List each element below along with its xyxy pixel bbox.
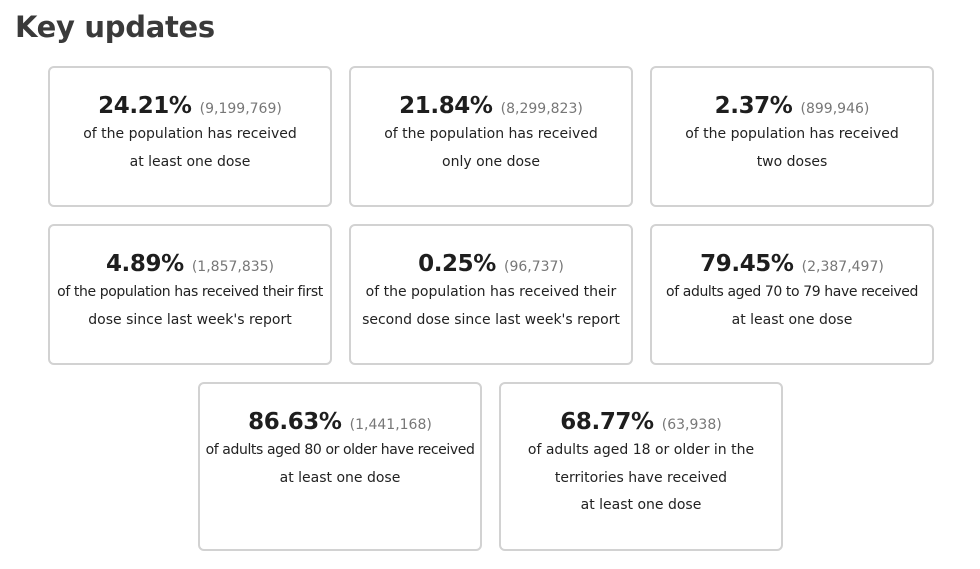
stat-headline: 86.63% (1,441,168) — [200, 407, 480, 437]
stat-percent: 86.63% — [248, 409, 342, 435]
stat-card-first-dose-weekly: 4.89% (1,857,835) of the population has … — [48, 224, 332, 365]
stat-description: of adults aged 80 or older have received — [205, 442, 475, 458]
stat-description: second dose since last week's report — [362, 311, 620, 328]
stat-percent: 21.84% — [399, 93, 493, 119]
stat-headline: 79.45% (2,387,497) — [652, 249, 932, 279]
stat-count: (2,387,497) — [801, 259, 884, 275]
stat-headline: 24.21% (9,199,769) — [50, 91, 330, 121]
stat-description: at least one dose — [580, 497, 702, 513]
stat-percent: 4.89% — [105, 251, 184, 277]
stat-description: only one dose — [442, 153, 540, 170]
stat-headline: 68.77% (63,938) — [501, 407, 781, 437]
stat-description: dose since last week's report — [88, 311, 292, 328]
stat-card-one-dose: 24.21% (9,199,769) of the population has… — [48, 66, 332, 207]
stat-description: of the population has received their — [365, 284, 617, 300]
stat-description: of the population has received — [384, 126, 598, 142]
stat-percent: 68.77% — [560, 409, 654, 435]
stat-description: territories have received — [554, 469, 728, 486]
stat-count: (1,857,835) — [191, 259, 275, 275]
stat-description: at least one dose — [279, 469, 401, 486]
stat-count: (9,199,769) — [199, 101, 282, 117]
stat-count: (96,737) — [503, 259, 564, 275]
stat-headline: 2.37% (899,946) — [652, 91, 932, 121]
stat-percent: 0.25% — [418, 251, 496, 277]
stat-count: (63,938) — [661, 417, 722, 433]
stat-count: (8,299,823) — [500, 101, 583, 117]
stat-description: at least one dose — [129, 153, 251, 170]
stat-percent: 2.37% — [714, 93, 793, 119]
stat-count: (899,946) — [800, 101, 870, 117]
stat-headline: 4.89% (1,857,835) — [50, 249, 330, 279]
page-title: Key updates — [15, 10, 215, 44]
stat-description: of adults aged 18 or older in the — [527, 442, 755, 458]
stat-description: of adults aged 70 to 79 have received — [666, 284, 918, 300]
stat-description: two doses — [756, 153, 828, 170]
stat-headline: 0.25% (96,737) — [351, 249, 631, 279]
stat-card-adults-80-plus: 86.63% (1,441,168) of adults aged 80 or … — [198, 382, 482, 551]
stat-card-territories-adults: 68.77% (63,938) of adults aged 18 or old… — [499, 382, 783, 551]
stat-card-adults-70-79: 79.45% (2,387,497) of adults aged 70 to … — [650, 224, 934, 365]
stat-description: of the population has received — [685, 126, 899, 142]
stat-card-only-one-dose: 21.84% (8,299,823) of the population has… — [349, 66, 633, 207]
stat-description: at least one dose — [731, 311, 853, 328]
stat-percent: 79.45% — [700, 251, 794, 277]
stat-headline: 21.84% (8,299,823) — [351, 91, 631, 121]
stat-card-two-doses: 2.37% (899,946) of the population has re… — [650, 66, 934, 207]
stat-description: of the population has received their fir… — [57, 284, 323, 300]
stat-card-second-dose-weekly: 0.25% (96,737) of the population has rec… — [349, 224, 633, 365]
stat-description: of the population has received — [83, 126, 297, 142]
stat-count: (1,441,168) — [349, 417, 432, 433]
stat-percent: 24.21% — [98, 93, 192, 119]
